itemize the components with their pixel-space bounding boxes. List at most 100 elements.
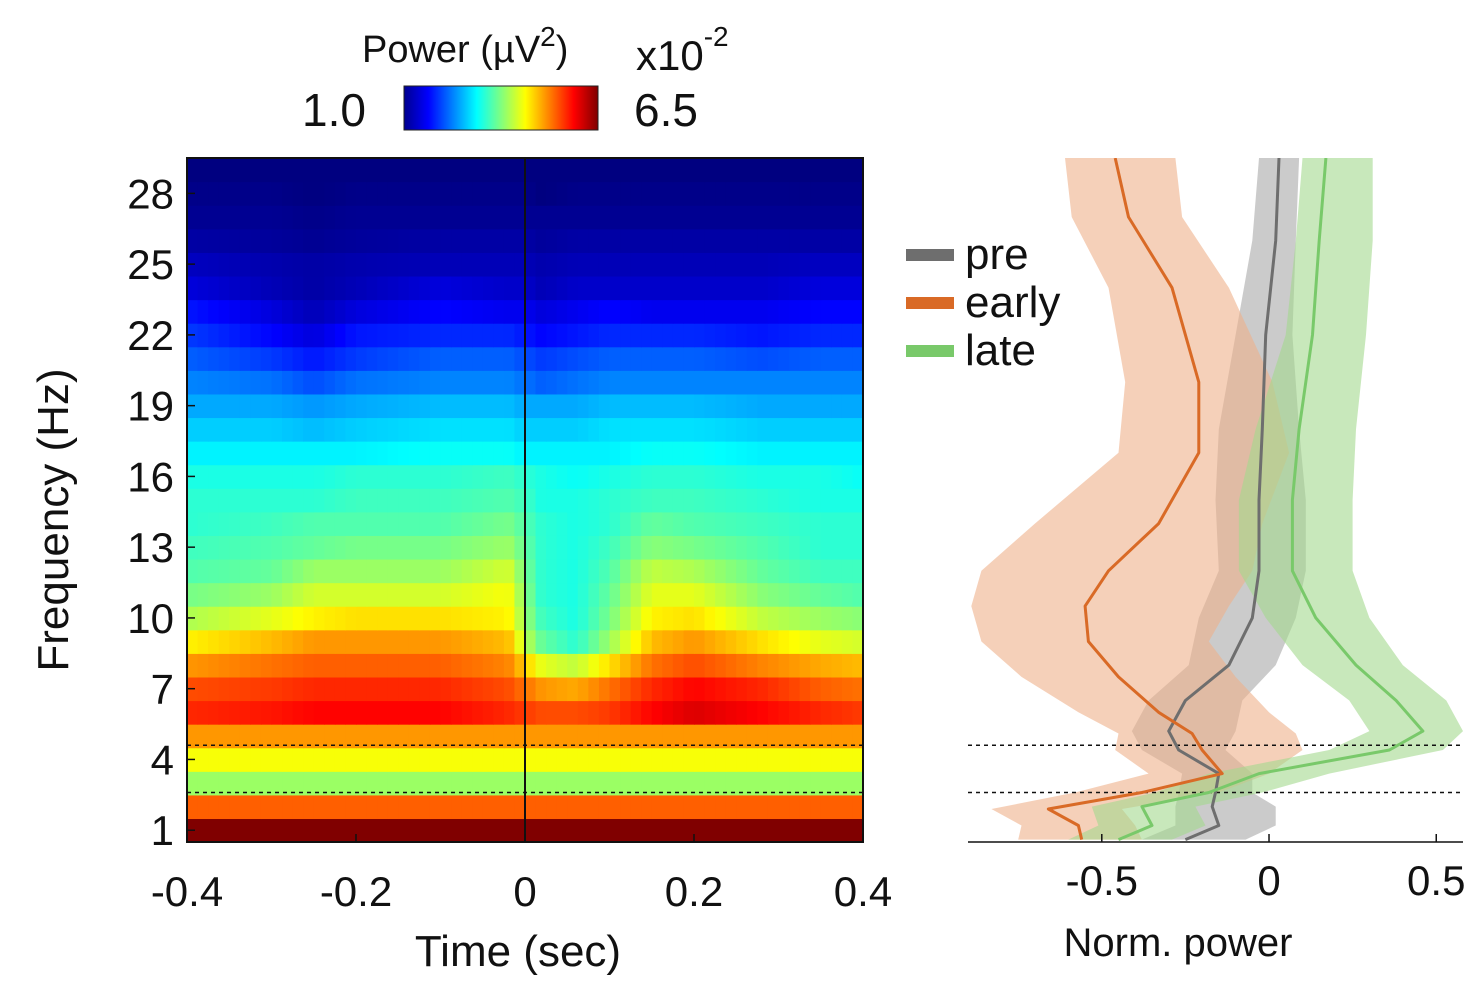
heatmap-cell	[514, 606, 526, 631]
heatmap-cell	[525, 417, 537, 442]
heatmap-cell	[588, 228, 600, 253]
heatmap-cell	[694, 629, 706, 654]
heatmap-cell	[715, 346, 727, 371]
heatmap-cell	[260, 818, 273, 843]
heatmap-cell	[514, 158, 526, 183]
heatmap-cell	[598, 441, 611, 466]
legend-label-late: late	[965, 326, 1036, 375]
heatmap-cell	[588, 771, 600, 796]
heatmap-cell	[324, 724, 336, 749]
heatmap-cell	[356, 700, 368, 725]
heatmap-cell	[451, 771, 463, 796]
heatmap-cell	[377, 181, 389, 206]
heatmap-cell	[799, 323, 811, 348]
heatmap-cell	[704, 771, 716, 796]
heatmap-cell	[197, 275, 209, 301]
heatmap-cell	[482, 724, 494, 749]
heatmap-cell	[324, 747, 336, 772]
heatmap-cell	[377, 653, 389, 678]
heatmap-cell	[598, 724, 611, 749]
heatmap-cell	[514, 794, 526, 820]
heatmap-cell	[271, 535, 283, 560]
heatmap-cell	[810, 275, 822, 301]
heatmap-cell	[229, 700, 241, 725]
heatmap-cell	[620, 205, 632, 230]
heatmap-cell	[440, 582, 452, 607]
heatmap-cell	[408, 299, 420, 324]
heatmap-cell	[271, 181, 283, 206]
heatmap-cell	[810, 417, 822, 442]
heatmap-cell	[419, 511, 431, 536]
heatmap-cell	[408, 606, 420, 631]
heatmap-cell	[704, 299, 716, 324]
heatmap-cell	[546, 228, 558, 253]
heatmap-cell	[694, 747, 706, 772]
heatmap-cell	[683, 441, 695, 466]
heatmap-cell	[651, 441, 663, 466]
heatmap-cell	[377, 676, 389, 702]
heatmap-cell	[799, 205, 811, 230]
heatmap-cell	[472, 299, 484, 324]
heatmap-cell	[620, 818, 632, 843]
heatmap-cell	[672, 441, 685, 466]
heatmap-cell	[514, 700, 526, 725]
heatmap-cell	[398, 724, 410, 749]
heatmap-cell	[810, 606, 822, 631]
heatmap-cell	[567, 464, 579, 489]
heatmap-cell	[683, 228, 695, 253]
heatmap-cell	[831, 747, 843, 772]
heatmap-cell	[440, 771, 452, 796]
heatmap-cell	[345, 582, 357, 607]
heatmap-cell	[789, 606, 801, 631]
heatmap-cell	[778, 558, 790, 584]
heatmap-cell	[461, 228, 473, 253]
heatmap-cell	[820, 346, 832, 371]
heatmap-cell	[324, 370, 336, 395]
heatmap-cell	[778, 818, 790, 843]
heatmap-cell	[503, 629, 516, 654]
heatmap-cell	[461, 441, 473, 466]
heatmap-cell	[662, 370, 674, 395]
heatmap-cell	[271, 275, 283, 301]
heatmap-cell	[303, 181, 315, 206]
heatmap-cell	[778, 488, 790, 513]
heatmap-cell	[556, 417, 568, 442]
heatmap-cell	[408, 676, 420, 702]
line-series	[1046, 158, 1425, 841]
heatmap-cell	[514, 181, 526, 206]
heatmap-cell	[419, 606, 431, 631]
heatmap-cell	[630, 511, 642, 536]
heatmap-cell	[313, 629, 325, 654]
heatmap-cell	[260, 275, 273, 301]
heatmap-cell	[303, 346, 315, 371]
heatmap-cell	[799, 464, 811, 489]
heatmap-cell	[831, 676, 843, 702]
heatmap-cell	[736, 228, 748, 253]
heatmap-cell	[282, 370, 294, 395]
heatmap-cell	[651, 228, 663, 253]
heatmap-cell	[609, 511, 621, 536]
heatmap-cell	[630, 299, 642, 324]
heatmap-cell	[852, 700, 864, 725]
heatmap-cell	[651, 818, 663, 843]
heatmap-cell	[197, 535, 209, 560]
heatmap-cell	[662, 158, 674, 183]
heatmap-cell	[239, 158, 251, 183]
heatmap-cell	[704, 205, 716, 230]
heatmap-cell	[852, 158, 864, 183]
heatmap-cell	[525, 606, 537, 631]
heatmap-cell	[852, 676, 864, 702]
heatmap-cell	[725, 299, 737, 324]
heatmap-cell	[197, 818, 209, 843]
heatmap-cell	[757, 582, 769, 607]
heatmap-cell	[324, 794, 336, 820]
heatmap-cell	[313, 275, 325, 301]
heatmap-cell	[503, 252, 516, 277]
heatmap-cell	[356, 275, 368, 301]
heatmap-cell	[250, 299, 262, 324]
heatmap-cell	[852, 393, 864, 419]
heatmap-cell	[218, 724, 230, 749]
heatmap-cell	[556, 653, 568, 678]
heatmap-cell	[525, 511, 537, 536]
heatmap-cell	[672, 771, 685, 796]
